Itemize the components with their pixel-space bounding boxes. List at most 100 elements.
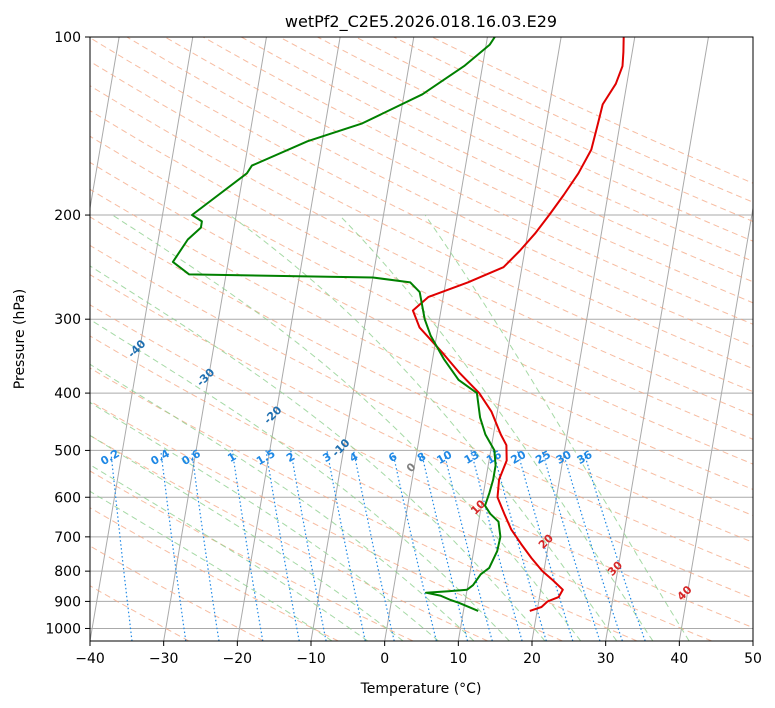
moist-adiabat [229, 214, 618, 641]
dry-adiabat [90, 110, 753, 440]
dry-adiabat [90, 274, 753, 599]
mixing-ratio-line [231, 450, 264, 641]
dry-adiabat [90, 367, 638, 641]
dry-adiabat [90, 244, 753, 571]
plot-frame [89, 36, 754, 642]
mixing-ratio-label: 2 [284, 450, 297, 465]
moist-adiabat [90, 265, 546, 641]
isotherm-line [605, 37, 709, 641]
moist-adiabat [90, 363, 475, 641]
isotherm-line [90, 37, 120, 212]
y-tick-label: 400 [54, 386, 81, 402]
mixing-ratio-label: 1 [225, 450, 238, 465]
x-tick-label: −10 [296, 651, 326, 667]
moist-adiabat [90, 318, 510, 641]
x-tick-label: −30 [149, 651, 179, 667]
isotherm-line [384, 37, 488, 641]
mixing-ratio-line [516, 450, 574, 641]
y-tick-label: 800 [54, 564, 81, 580]
dry-adiabat [431, 37, 753, 184]
dry-adiabat [90, 85, 753, 416]
mixing-ratio-line [470, 450, 523, 641]
sounding-profiles [171, 37, 625, 612]
dry-adiabats [90, 37, 753, 641]
isotherm-label: -40 [125, 337, 148, 360]
dry-adiabat [90, 585, 190, 641]
temperature-profile [411, 37, 625, 612]
y-tick-label: 700 [54, 530, 81, 546]
moist-adiabat [338, 214, 654, 641]
mixing-ratio-line [353, 450, 395, 641]
y-axis: 100 200 300 400 500 600 700 800 900 1000 [45, 30, 90, 637]
moist-adiabat [90, 401, 439, 641]
y-tick-label: 500 [54, 443, 81, 459]
mixing-ratio-line [191, 450, 220, 641]
y-axis-label: Pressure (hPa) [12, 289, 28, 389]
isotherm-lines [90, 37, 753, 641]
dry-adiabat [90, 434, 488, 641]
isotherm-label: -60 [0, 237, 18, 260]
dry-adiabat [90, 304, 753, 629]
mixing-ratio-line [443, 450, 493, 641]
isotherm-line [531, 37, 636, 641]
dry-adiabat [90, 216, 753, 543]
mixing-ratio-line [326, 450, 366, 641]
x-tick-label: 50 [744, 651, 762, 667]
isotherm-line [457, 37, 562, 641]
isotherm-line [163, 37, 267, 641]
isotherm-line [236, 37, 341, 641]
x-tick-label: −20 [223, 651, 253, 667]
isotherm-label-warm: 0 [404, 460, 419, 475]
dry-adiabat [90, 335, 712, 641]
mixing-ratio-line [110, 450, 133, 641]
isobar-grid [90, 37, 753, 629]
dry-adiabat [90, 60, 753, 393]
y-tick-label: 200 [54, 208, 81, 224]
dewpoint-profile [171, 37, 502, 612]
x-axis-label: Temperature (°C) [360, 681, 482, 697]
dry-adiabat [241, 37, 753, 283]
isotherm-label: -50 [60, 287, 83, 310]
dry-adiabat [355, 37, 753, 222]
mixing-ratio-line [492, 450, 547, 641]
mixing-ratio-line [541, 450, 601, 641]
moist-adiabat [424, 214, 690, 641]
mixing-ratio-line [562, 450, 623, 641]
dry-adiabat [164, 37, 753, 325]
y-tick-label: 100 [54, 30, 81, 46]
x-axis: −40 −30 −20 −10 0 10 20 30 40 50 [75, 641, 762, 667]
dry-adiabat [90, 135, 753, 465]
mixing-ratio-line [582, 450, 646, 641]
dry-adiabat [90, 545, 264, 641]
moist-adiabats [90, 214, 690, 641]
dry-adiabat [279, 37, 753, 262]
mixing-ratio-line [290, 450, 327, 641]
isotherm-line [752, 638, 753, 641]
x-tick-label: 0 [380, 651, 389, 667]
isotherm-line [90, 37, 194, 641]
dry-adiabat [90, 188, 753, 517]
isotherm-label: -20 [261, 403, 284, 426]
chart-title: wetPf2_C2E5.2026.018.16.03.E29 [285, 12, 557, 32]
x-tick-label: 40 [670, 651, 688, 667]
x-tick-label: 10 [449, 651, 467, 667]
dry-adiabat [90, 470, 414, 641]
dry-adiabat [90, 161, 753, 490]
y-tick-label: 600 [54, 490, 81, 506]
moist-adiabat [90, 490, 333, 641]
x-tick-label: 30 [597, 651, 615, 667]
mixing-ratio-label: 8 [415, 450, 428, 465]
dry-adiabat [90, 400, 563, 641]
moist-adiabat [90, 434, 404, 641]
isotherm-line [678, 205, 753, 641]
isotherm-label: -30 [194, 366, 217, 389]
moist-adiabat [90, 464, 368, 641]
mixing-ratio-line [265, 450, 300, 641]
dry-adiabat [126, 37, 753, 347]
x-tick-label: 20 [523, 651, 541, 667]
dry-adiabat [90, 507, 339, 641]
y-tick-label: 900 [54, 594, 81, 610]
mixing-ratio-line [420, 450, 469, 641]
